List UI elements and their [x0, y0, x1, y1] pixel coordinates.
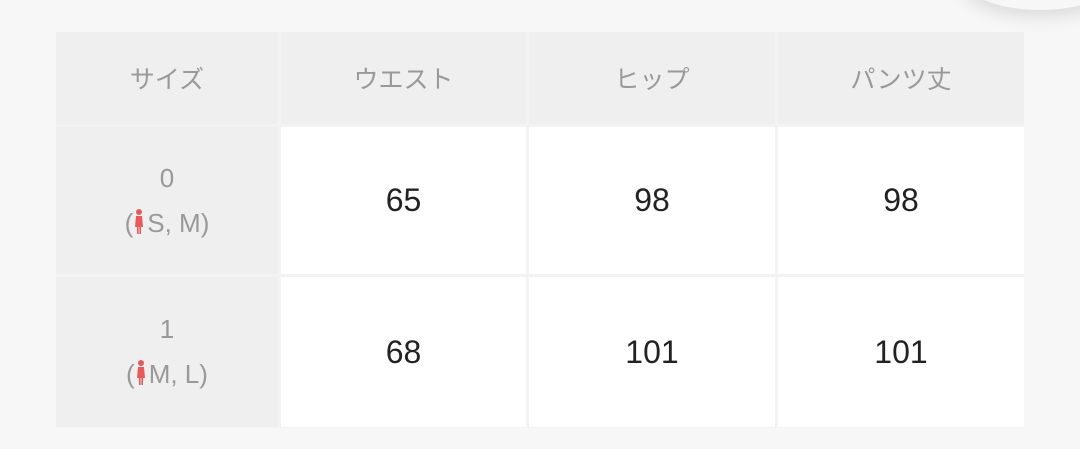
size-cell: 1 (M, L) [56, 277, 278, 427]
pants-length-value: 101 [778, 277, 1024, 427]
size-cell: 0 (S, M) [56, 127, 278, 274]
size-number: 0 [159, 162, 175, 193]
size-fit: (M, L) [126, 359, 208, 389]
header-hip: ヒップ [529, 32, 775, 124]
fit-label: M, L [148, 359, 200, 389]
pants-length-value: 98 [778, 127, 1024, 274]
fit-label: S, M [147, 207, 201, 238]
female-icon [135, 208, 144, 234]
size-fit: (S, M) [124, 207, 210, 238]
hip-value: 98 [529, 127, 775, 274]
header-waist: ウエスト [281, 32, 526, 124]
floating-element-shadow [960, 0, 1080, 10]
waist-value: 65 [281, 127, 526, 274]
hip-value: 101 [529, 277, 775, 427]
size-number: 1 [159, 314, 175, 344]
waist-value: 68 [281, 277, 526, 427]
size-table: サイズ ウエスト ヒップ パンツ丈 0 (S, M) 65 98 98 1 (M… [56, 32, 1024, 428]
header-size: サイズ [56, 32, 278, 124]
header-pants-length: パンツ丈 [778, 32, 1024, 124]
female-icon [136, 360, 145, 385]
